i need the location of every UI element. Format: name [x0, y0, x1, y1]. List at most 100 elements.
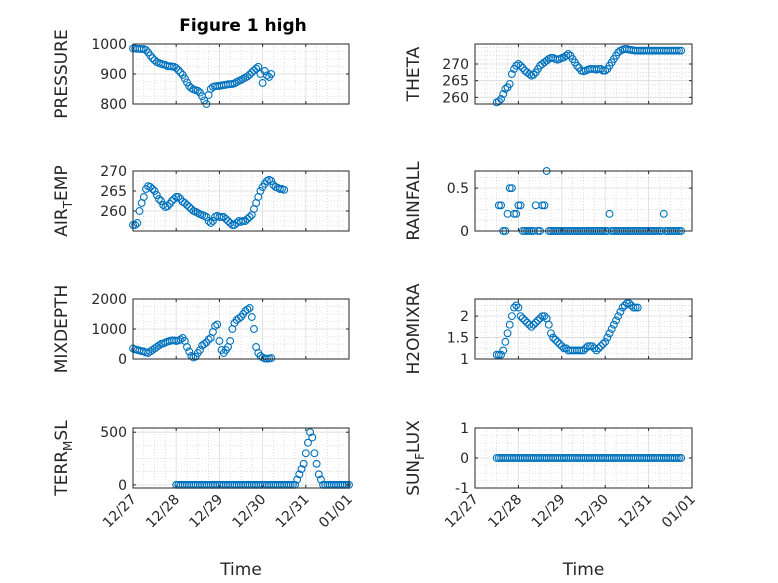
- h2omixra-data-point: [494, 350, 503, 359]
- rainfall-axes-box: [474, 170, 693, 232]
- air-temp-data-point: [146, 183, 155, 191]
- air-temp-data-point: [154, 195, 163, 203]
- air-temp-data-point: [185, 203, 194, 211]
- air-temp-ylabel: AIRTEMP: [52, 165, 75, 236]
- h2omixra-data-point: [577, 346, 586, 355]
- terr-msl-xlabel: Time: [219, 560, 262, 580]
- air-temp-data-point: [157, 197, 166, 205]
- theta-data-point: [507, 70, 516, 78]
- terr-msl-data-point: [304, 438, 312, 447]
- pressure-data-point: [174, 66, 183, 75]
- h2omixra-data-point: [499, 346, 508, 355]
- air-temp-data-point: [228, 221, 237, 229]
- h2omixra-data-point: [601, 337, 610, 346]
- air-temp-data-point: [139, 193, 148, 201]
- pressure-data-point: [245, 70, 254, 79]
- pressure-series: [129, 44, 276, 108]
- h2omixra-data-point: [612, 316, 620, 325]
- h2omixra-data-point: [505, 320, 514, 329]
- sun-flux-data-point: [675, 454, 683, 462]
- mixdepth-data-point: [176, 335, 185, 344]
- air-temp-axes-box: [132, 170, 350, 232]
- theta-data-point: [677, 46, 686, 55]
- rainfall-data-point: [659, 209, 668, 218]
- air-temp-ytick-label: 260: [100, 204, 127, 220]
- subplot-air-temp: 260 265 270 AIRTEMP: [52, 164, 350, 237]
- sun-flux-data-point: [677, 454, 686, 462]
- h2omixra-data-point: [501, 337, 510, 346]
- mixdepth-data-point: [215, 337, 224, 345]
- h2omixra-data-point: [607, 325, 616, 333]
- pressure-ytick-label: 800: [100, 97, 127, 113]
- h2omixra-data-point: [631, 303, 640, 312]
- rainfall-data-point: [540, 201, 549, 210]
- h2omixra-data-point: [520, 316, 529, 325]
- air-temp-data-point: [219, 213, 228, 221]
- terr-msl-data-point: [308, 433, 317, 442]
- h2omixra-data-point: [492, 350, 501, 359]
- air-temp-data-point: [150, 187, 159, 195]
- air-temp-ytick-label: 265: [100, 184, 127, 200]
- sun-flux-data-point: [672, 454, 681, 462]
- air-temp-data-point: [163, 202, 172, 211]
- terr-msl-data-point: [306, 428, 315, 437]
- theta-data-point: [501, 85, 510, 93]
- air-temp-data-point: [241, 217, 250, 225]
- air-temp-ytick-label: 270: [100, 164, 127, 180]
- pressure-data-point: [148, 54, 157, 63]
- h2omixra-data-point: [538, 312, 547, 321]
- theta-data-point: [675, 46, 683, 55]
- theta-ytick-label: 260: [442, 90, 469, 106]
- air-temp-data-point: [172, 193, 181, 201]
- air-temp-data-point: [230, 221, 239, 229]
- h2omixra-data-point: [551, 335, 560, 344]
- h2omixra-data-point: [614, 312, 623, 321]
- theta-data-point: [564, 50, 573, 58]
- air-temp-data-point: [239, 217, 248, 225]
- rainfall-data-point: [505, 184, 514, 193]
- rainfall-data-point: [507, 184, 516, 193]
- theta-data-point: [514, 60, 523, 68]
- air-temp-data-point: [174, 193, 183, 201]
- sun-flux-ytick-label: 1: [460, 421, 469, 437]
- mixdepth-ticks: 0 1000 2000: [91, 292, 350, 368]
- pressure-data-point: [206, 85, 215, 93]
- pressure-data-point: [254, 62, 263, 71]
- h2omixra-data-point: [555, 340, 564, 348]
- air-temp-data-point: [275, 185, 284, 193]
- air-temp-data-point: [152, 191, 161, 199]
- pressure-data-point: [252, 64, 261, 73]
- theta-data-point: [562, 51, 571, 60]
- pressure-data-point: [262, 71, 271, 80]
- h2omixra-data-point: [622, 299, 631, 308]
- theta-ytick-label: 265: [442, 74, 469, 90]
- theta-data-point: [672, 46, 681, 55]
- h2omixra-data-point: [609, 320, 618, 329]
- h2omixra-data-point: [546, 329, 555, 338]
- mixdepth-ytick-label: 2000: [91, 292, 127, 308]
- h2omixra-data-point: [579, 346, 588, 355]
- pressure-data-point: [258, 79, 267, 87]
- theta-data-point: [494, 97, 503, 106]
- pressure-ticks: 800 900 1000: [91, 37, 350, 113]
- air-temp-data-point: [221, 215, 230, 223]
- rainfall-data-point: [605, 209, 614, 218]
- h2omixra-data-point: [518, 314, 527, 323]
- h2omixra-data-point: [503, 329, 512, 338]
- air-temp-ticks: 260 265 270: [100, 164, 350, 231]
- h2omixra-data-point: [605, 329, 614, 338]
- theta-ytick-label: 270: [442, 57, 469, 73]
- mixdepth-ylabel: MIXDEPTH: [52, 285, 72, 374]
- h2omixra-minor-grid: [475, 299, 692, 360]
- air-temp-series: [129, 175, 289, 229]
- mixdepth-ytick-label: 1000: [91, 322, 127, 338]
- mixdepth-data-point: [200, 340, 209, 348]
- mixdepth-data-point: [154, 341, 163, 350]
- terr-msl-ylabel: TERRMSL: [52, 420, 75, 497]
- h2omixra-data-point: [531, 318, 540, 327]
- h2omixra-ytick-label: 1: [460, 352, 469, 368]
- terr-msl-ytick-label: 500: [100, 425, 127, 441]
- h2omixra-data-point: [544, 320, 553, 329]
